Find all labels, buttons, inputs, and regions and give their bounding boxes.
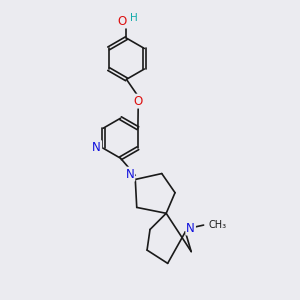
Text: N: N	[186, 221, 195, 235]
Text: O: O	[118, 14, 127, 28]
Text: CH₃: CH₃	[208, 220, 226, 230]
Text: O: O	[134, 94, 143, 108]
Text: H: H	[130, 13, 138, 23]
Text: N: N	[126, 168, 134, 181]
Text: N: N	[92, 141, 101, 154]
